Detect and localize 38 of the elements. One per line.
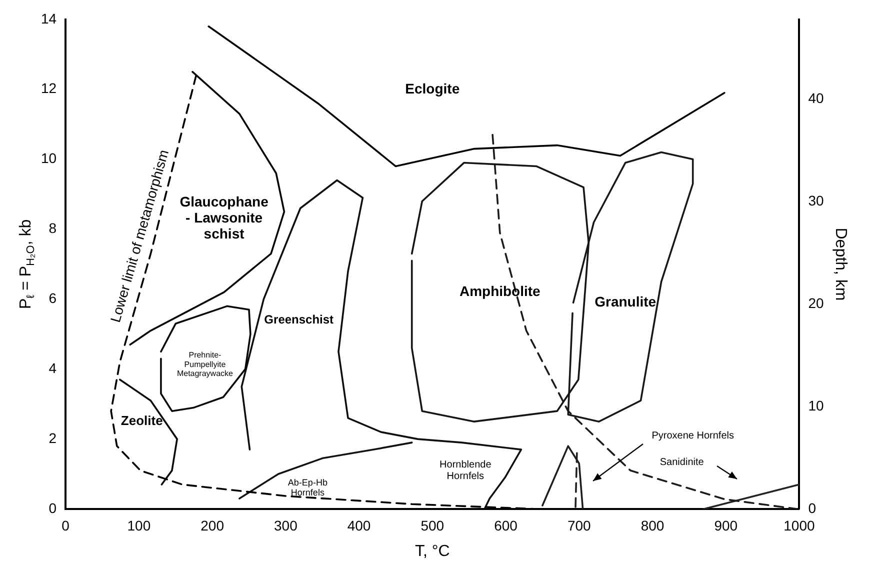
x-tick-label: 600 [494, 517, 518, 534]
y2-tick-label: 40 [808, 90, 824, 106]
annotation: Hornblende Hornfels [440, 459, 492, 482]
y2-tick-label: 0 [808, 500, 816, 516]
y-tick-label: 8 [48, 220, 57, 236]
y2-tick-label: 20 [808, 295, 824, 312]
annotation: Greenschist [264, 312, 334, 326]
y-tick-label: 4 [48, 360, 57, 376]
annotation: Eclogite [405, 80, 460, 96]
x-tick-label: 800 [640, 517, 664, 534]
y-tick-label: 12 [40, 80, 57, 96]
annotation: Amphibolite [459, 282, 541, 299]
y2-tick-label: 10 [808, 397, 824, 414]
x-tick-label: 1000 [784, 517, 816, 534]
y-tick-label: 0 [48, 500, 57, 516]
x-tick-label: 200 [200, 517, 224, 534]
annotation: Pyroxene Hornfels [652, 430, 734, 442]
annotation: Zeolite [120, 412, 163, 428]
y-tick-label: 2 [48, 430, 57, 446]
annotation: Prehnite- Pumpellyite Metagraywacke [176, 350, 234, 378]
y-tick-label: 10 [40, 150, 57, 166]
x-axis-title: T, °C [414, 542, 450, 560]
annotation: Sanidinite [660, 457, 704, 468]
annotation: Glaucophane - Lawsonite schist [180, 193, 269, 242]
x-tick-label: 400 [347, 517, 371, 534]
y2-axis-title: Depth, km [832, 228, 849, 301]
x-tick-label: 300 [274, 517, 298, 534]
x-tick-label: 700 [567, 517, 592, 534]
x-tick-label: 900 [714, 517, 738, 534]
x-tick-label: 500 [420, 517, 444, 534]
x-tick-label: 0 [62, 517, 70, 534]
y-tick-label: 6 [48, 290, 57, 306]
y2-tick-label: 30 [808, 192, 824, 209]
x-tick-label: 100 [127, 517, 151, 534]
y-axis-title: Pℓ = PH₂O, kb [17, 219, 38, 310]
annotation: Granulite [594, 294, 656, 310]
annotation: Ab-Ep-Hb Hornfels [288, 477, 328, 498]
y-tick-label: 14 [40, 10, 57, 26]
